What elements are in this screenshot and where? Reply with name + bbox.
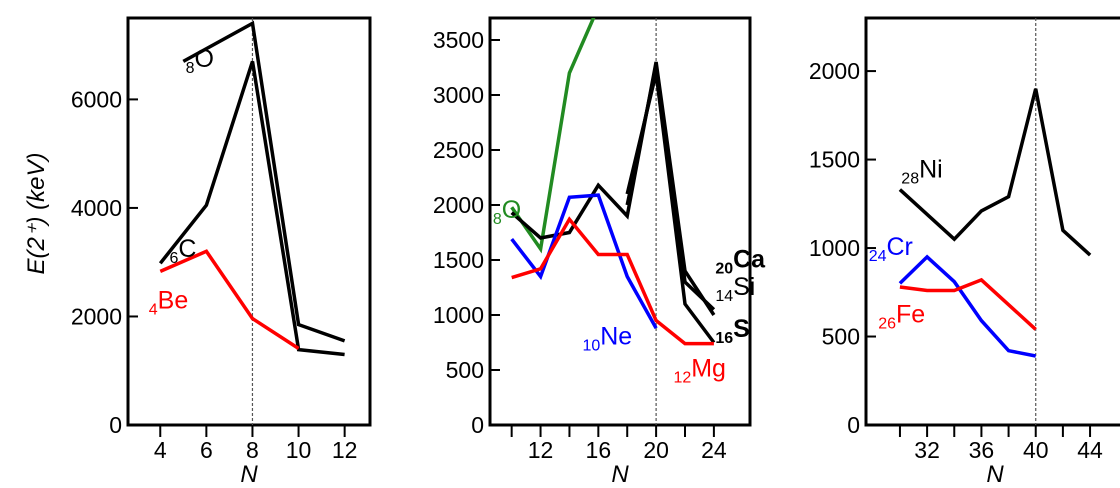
series-label-subscript: 12 (673, 370, 691, 387)
y-tick-label: 2500 (433, 137, 484, 163)
series-line-c (158, 60, 345, 357)
panel-2: 0 500 1000 1500 2000 2500 3000 3500 12 16 20 24 N 8O 2… (433, 16, 766, 488)
series-label-element: O (195, 45, 214, 73)
x-tick-label: 6 (200, 437, 213, 463)
y-tick-label: 2000 (809, 58, 860, 84)
x-tick-label: 24 (701, 437, 727, 463)
series-label-element: Ne (600, 323, 632, 351)
x-tick-label: 12 (528, 437, 554, 463)
panel-3: 0 500 1000 1500 2000 32 36 40 44 N 28Ni 24Cr 26Fe (809, 16, 1120, 488)
x-tick-label: 16 (586, 437, 612, 463)
series-line-o (510, 18, 596, 254)
series-line-cr (898, 254, 1037, 358)
series-label-mg: 12Mg (673, 355, 726, 387)
series-label-subscript: 4 (149, 301, 158, 318)
x-tick-label: 36 (969, 437, 995, 463)
plot-frame (126, 16, 372, 427)
series-label-subscript: 24 (869, 248, 887, 265)
series-label-element: Si (733, 273, 755, 301)
x-tick-label: 8 (246, 437, 259, 463)
series-label-o: 8O (493, 196, 521, 228)
y-tick-label: 500 (822, 324, 860, 350)
series-label-element: Ca (733, 246, 766, 274)
y-tick-label: 500 (446, 357, 484, 383)
x-tick-label: 32 (914, 437, 940, 463)
series-label-fe: 26Fe (878, 300, 925, 332)
series-label-subscript: 20 (715, 261, 733, 278)
series-line-mg (511, 216, 714, 346)
x-tick-label: 40 (1023, 437, 1049, 463)
series-label-element: Mg (691, 355, 726, 383)
plot-frame (488, 16, 752, 427)
series-label-si: 14Si (715, 273, 755, 305)
series-label-ca: 20Ca (715, 246, 766, 278)
y-tick-label: 4000 (71, 195, 122, 221)
y-tick-label: 1000 (809, 235, 860, 261)
y-tick-label: 0 (471, 412, 484, 438)
series-label-element: O (502, 196, 521, 224)
y-tick-label: 2000 (433, 192, 484, 218)
plot-frame (864, 16, 1120, 427)
series-line-ni (898, 88, 1092, 257)
series-label-be: 4Be (149, 286, 189, 318)
series-label-element: S (733, 315, 750, 343)
series-line-be (159, 249, 300, 350)
series-label-subscript: 10 (582, 338, 600, 355)
series-label-subscript: 8 (493, 211, 502, 228)
series-label-subscript: 26 (878, 315, 896, 332)
series-label-element: Cr (887, 233, 913, 261)
series-label-o: 8O (186, 45, 214, 77)
y-tick-label: 1000 (433, 302, 484, 328)
series-label-subscript: 28 (901, 170, 919, 187)
series-line-fe (899, 277, 1037, 331)
x-tick-label: 12 (332, 437, 358, 463)
series-label-element: Ni (919, 155, 943, 183)
y-tick-label: 3500 (433, 27, 484, 53)
y-axis-title: E(2⁺) (keV) (23, 152, 50, 274)
y-tick-label: 2000 (71, 303, 122, 329)
x-tick-label: 44 (1077, 437, 1103, 463)
y-tick-label: 0 (109, 412, 122, 438)
x-tick-label: 10 (286, 437, 312, 463)
y-tick-label: 1500 (433, 247, 484, 273)
series-label-subscript: 16 (715, 330, 733, 347)
series-label-subscript: 8 (186, 60, 195, 77)
series-label-cr: 24Cr (869, 233, 913, 265)
series-label-element: Fe (896, 300, 925, 328)
series-label-ne: 10Ne (582, 323, 632, 355)
y-tick-label: 0 (847, 412, 860, 438)
x-axis-title: N (611, 461, 629, 488)
series-label-element: Be (158, 286, 189, 314)
series-line-ne (510, 193, 658, 330)
series-line-s (625, 72, 716, 344)
y-tick-label: 1500 (809, 147, 860, 173)
x-axis-title: N (240, 461, 258, 488)
series-label-subscript: 14 (715, 288, 733, 305)
series-label-subscript: 6 (169, 250, 178, 267)
series-label-element: C (178, 235, 196, 263)
x-tick-label: 4 (154, 437, 167, 463)
series-label-ni: 28Ni (901, 155, 942, 187)
y-tick-label: 6000 (71, 86, 122, 112)
x-tick-label: 20 (643, 437, 669, 463)
series-label-s: 16S (715, 315, 749, 347)
series-label-c: 6C (169, 235, 196, 267)
x-axis-title: N (986, 461, 1004, 488)
series-line-o (182, 20, 346, 343)
y-tick-label: 3000 (433, 82, 484, 108)
